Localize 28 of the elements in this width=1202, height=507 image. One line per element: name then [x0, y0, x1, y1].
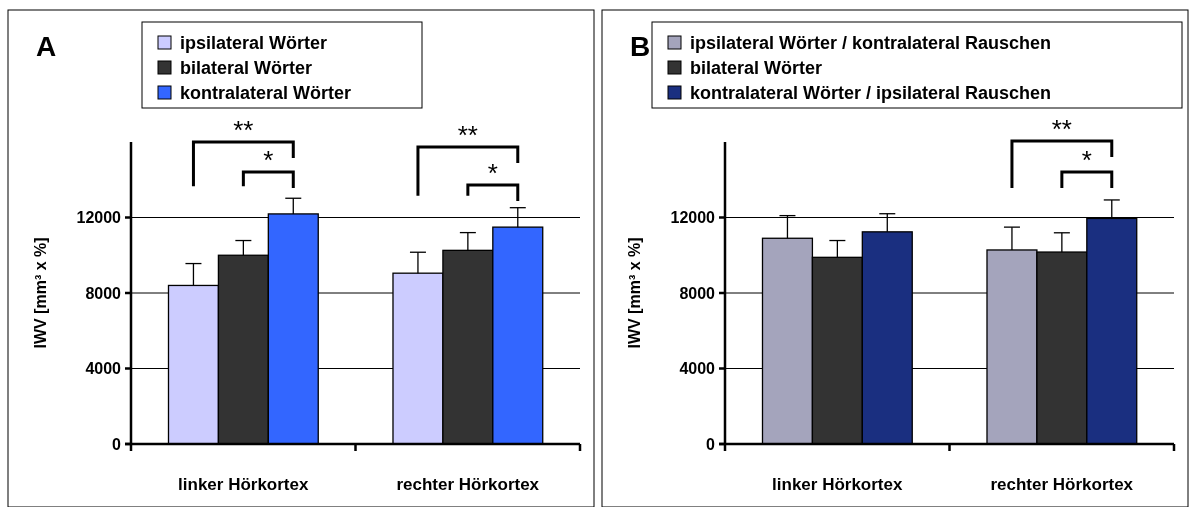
y-axis-title: IWV [mm³ x %] — [32, 237, 49, 349]
legend-label: kontralateral Wörter / ipsilateral Rauschen — [690, 83, 1052, 104]
legend-label: bilateral Wörter — [180, 58, 313, 79]
y-tick-label: 0 — [706, 435, 716, 453]
annotation: * — [487, 158, 498, 188]
legend-label: bilateral Wörter — [690, 58, 823, 79]
x-tick-label: rechter Hörkortex — [990, 475, 1134, 494]
y-tick-label: 12000 — [670, 209, 716, 227]
legend-label: kontralateral Wörter — [180, 83, 352, 104]
legend-label: ipsilateral Wörter / kontralateral Rauschen — [690, 33, 1052, 54]
y-tick-label: 4000 — [679, 360, 716, 378]
legend-label: ipsilateral Wörter — [180, 33, 328, 54]
chart-title: A — [36, 31, 57, 62]
annotation: * — [1081, 145, 1092, 175]
y-axis-title: IWV [mm³ x %] — [626, 237, 643, 349]
y-tick-label: 12000 — [76, 209, 122, 227]
annotation: ** — [457, 120, 478, 150]
y-tick-label: 4000 — [85, 360, 122, 378]
y-tick-label: 8000 — [679, 284, 716, 302]
chart-title: B — [630, 31, 651, 62]
x-tick-label: rechter Hörkortex — [396, 475, 540, 494]
x-tick-label: linker Hörkortex — [772, 475, 903, 494]
annotation: * — [263, 145, 274, 175]
x-tick-label: linker Hörkortex — [178, 475, 309, 494]
annotation: ** — [1051, 114, 1072, 144]
y-tick-label: 0 — [112, 435, 122, 453]
annotation: ** — [233, 115, 254, 145]
y-tick-label: 8000 — [85, 284, 122, 302]
